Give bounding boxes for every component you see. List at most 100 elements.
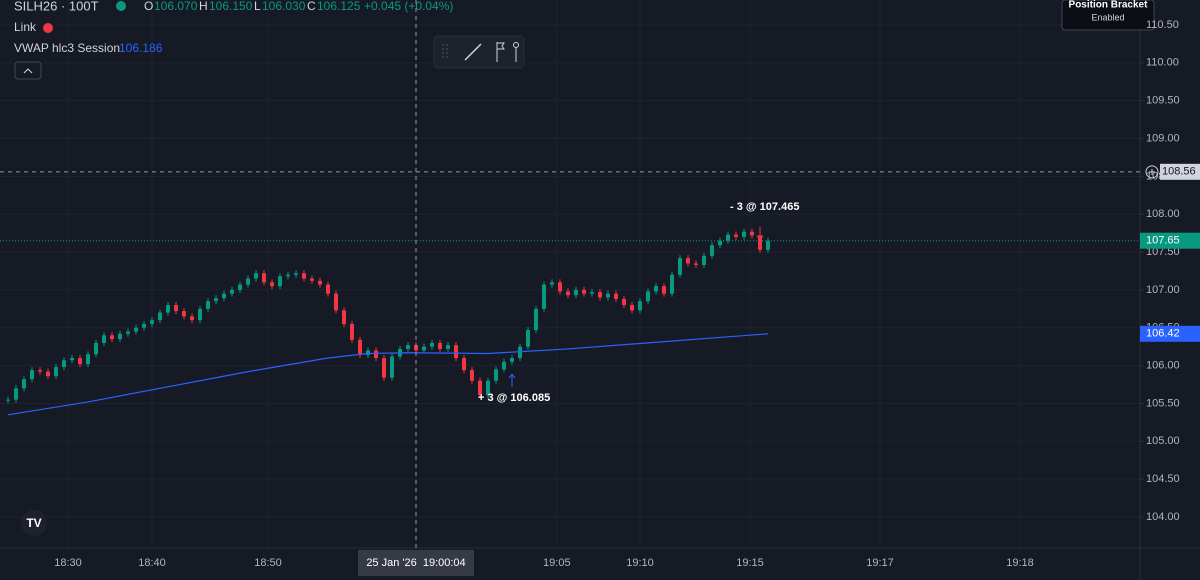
candle xyxy=(430,342,434,347)
trade-label: + 3 @ 106.085 xyxy=(478,392,550,404)
change: +0.045 (+0.04%) xyxy=(364,0,453,13)
x-tick-label: 18:40 xyxy=(138,557,166,569)
candle xyxy=(110,335,114,340)
drawing-toolbar xyxy=(433,35,525,69)
y-tick-label: 105.00 xyxy=(1146,435,1180,447)
candle xyxy=(126,331,130,334)
candle xyxy=(462,358,466,371)
candle xyxy=(502,361,506,370)
crosshair-time-label: 25 Jan '26 19:00:04 xyxy=(366,557,465,569)
candle xyxy=(614,293,618,299)
crosshair-price-label: 108.56 xyxy=(1162,166,1196,178)
x-tick-label: 19:05 xyxy=(543,557,571,569)
candle xyxy=(38,370,42,372)
candle xyxy=(262,273,266,283)
candle xyxy=(406,345,410,349)
link[interactable]: Link xyxy=(14,20,37,34)
candle xyxy=(142,323,146,328)
candle xyxy=(734,234,738,237)
candle xyxy=(366,350,370,355)
candle xyxy=(166,305,170,313)
logo[interactable] xyxy=(21,510,47,536)
candle xyxy=(670,274,674,294)
collapse-icon xyxy=(23,68,33,74)
y-tick-label: 107.50 xyxy=(1146,246,1180,258)
candle xyxy=(294,273,298,275)
x-tick-label: 18:30 xyxy=(54,557,82,569)
y-tick-label: 110.50 xyxy=(1146,19,1179,31)
high: 106.150 xyxy=(209,0,253,13)
y-tick-label: 109.00 xyxy=(1146,132,1180,144)
position-bracket[interactable] xyxy=(1061,0,1155,31)
candle xyxy=(678,258,682,275)
crosshair-time-box xyxy=(358,550,474,576)
candle xyxy=(598,292,602,298)
candle xyxy=(374,350,378,359)
flag-tool[interactable] xyxy=(496,42,505,62)
candle xyxy=(646,291,650,302)
trendline-tool[interactable] xyxy=(464,43,482,61)
o-label: O xyxy=(144,0,153,13)
x-tick-label: 19:18 xyxy=(1006,557,1034,569)
candle xyxy=(766,240,770,250)
candle xyxy=(638,301,642,311)
status-dot xyxy=(116,1,126,11)
candle xyxy=(742,231,746,237)
candle xyxy=(118,333,122,340)
candle xyxy=(230,289,234,294)
candle xyxy=(30,370,34,380)
candle xyxy=(694,263,698,265)
candle xyxy=(686,258,690,264)
collapse-button[interactable] xyxy=(14,61,42,80)
candle xyxy=(70,358,74,361)
candle xyxy=(422,346,426,351)
candle xyxy=(134,327,138,332)
candle xyxy=(326,284,330,294)
logo-mark: TV xyxy=(26,516,41,530)
candle xyxy=(438,342,442,349)
candle xyxy=(182,311,186,317)
candle xyxy=(662,286,666,294)
candle xyxy=(630,305,634,311)
candle xyxy=(102,335,106,343)
candle xyxy=(566,291,570,296)
candle xyxy=(270,282,274,287)
candle xyxy=(446,345,450,349)
candle xyxy=(526,330,530,347)
candle xyxy=(478,380,482,396)
last-price-box xyxy=(1140,232,1200,249)
candle xyxy=(518,346,522,359)
y-tick-label: 108.00 xyxy=(1146,208,1180,220)
candle xyxy=(510,358,514,362)
candle xyxy=(382,358,386,378)
candle xyxy=(174,305,178,312)
candle xyxy=(558,282,562,292)
candle xyxy=(14,388,18,400)
y-tick-label: 109.50 xyxy=(1146,95,1180,107)
x-tick-label: 19:17 xyxy=(866,557,894,569)
candle xyxy=(622,298,626,306)
vwap-line xyxy=(7,333,769,416)
candle xyxy=(574,289,578,296)
candle xyxy=(278,276,282,287)
candle xyxy=(550,282,554,285)
link-dot xyxy=(43,23,53,33)
candle xyxy=(710,245,714,256)
candle xyxy=(342,310,346,324)
candle xyxy=(6,399,10,401)
close: 106.125 xyxy=(317,0,361,13)
candle xyxy=(190,316,194,321)
y-tick-label: 105.50 xyxy=(1146,397,1180,409)
low: 106.030 xyxy=(262,0,306,13)
candle xyxy=(158,312,162,321)
l-label: L xyxy=(254,0,261,13)
candle xyxy=(238,284,242,290)
candle xyxy=(94,342,98,355)
candle xyxy=(62,360,66,368)
candle xyxy=(350,323,354,340)
vwap-legend-value: 106.186 xyxy=(119,41,163,55)
candle xyxy=(214,298,218,302)
candle xyxy=(494,369,498,381)
add-order-button[interactable] xyxy=(1145,165,1159,179)
